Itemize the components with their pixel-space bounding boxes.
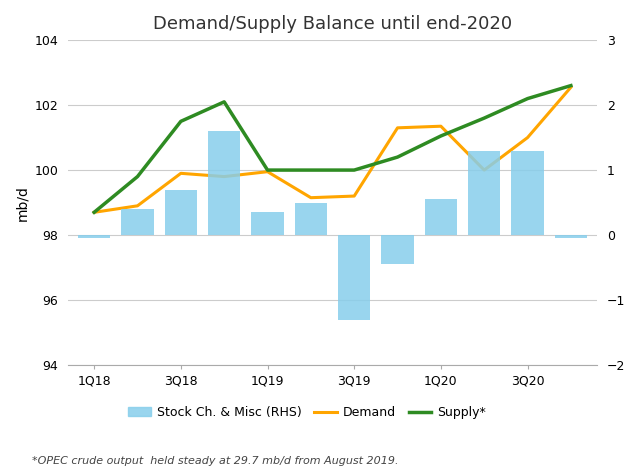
Bar xyxy=(208,131,241,235)
Bar xyxy=(164,190,197,235)
Bar xyxy=(338,235,371,320)
Bar xyxy=(294,202,327,235)
Bar xyxy=(252,212,284,235)
Legend: Stock Ch. & Misc (RHS), Demand, Supply*: Stock Ch. & Misc (RHS), Demand, Supply* xyxy=(124,401,491,424)
Y-axis label: mb/d: mb/d xyxy=(15,184,29,220)
Bar xyxy=(78,235,111,238)
Text: *OPEC crude output  held steady at 29.7 mb/d from August 2019.: *OPEC crude output held steady at 29.7 m… xyxy=(32,455,399,465)
Bar xyxy=(511,150,544,235)
Bar xyxy=(555,235,587,238)
Bar xyxy=(468,150,500,235)
Bar xyxy=(121,209,154,235)
Title: Demand/Supply Balance until end-2020: Demand/Supply Balance until end-2020 xyxy=(153,15,512,33)
Bar xyxy=(424,199,457,235)
Bar xyxy=(381,235,414,264)
